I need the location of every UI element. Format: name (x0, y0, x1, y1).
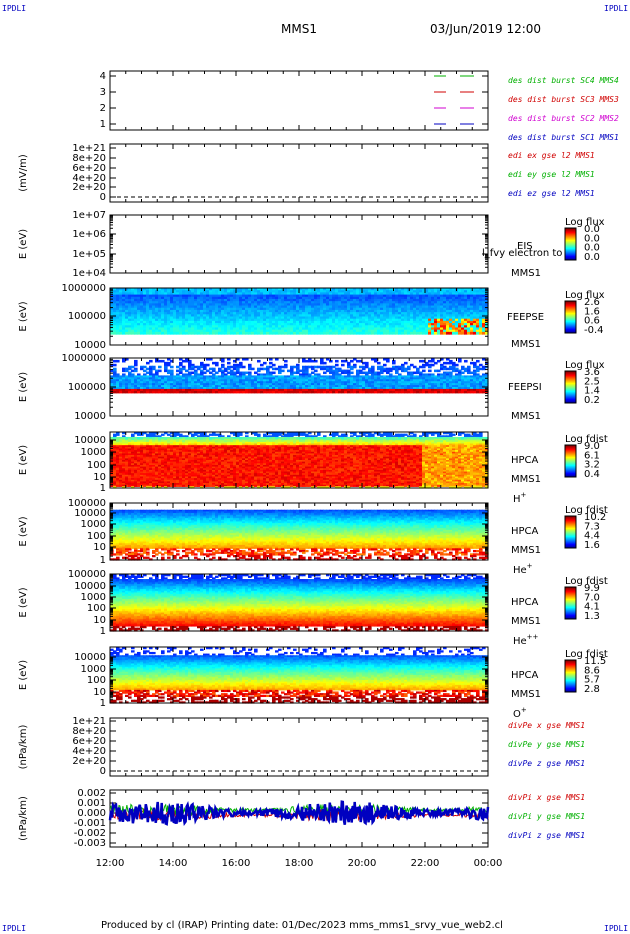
feepse-panel-ytick-label: 10000 (74, 340, 106, 351)
eis-panel-ytick-label: 1e+05 (72, 249, 106, 260)
feepsi-cell (221, 360, 225, 363)
feepsi-cell (227, 362, 231, 365)
feepsi-cell (284, 360, 288, 363)
feepse-panel-ytick-label: 100000 (68, 311, 106, 322)
feepsi-cell (251, 368, 255, 371)
eis-mission: MMS1 (511, 268, 541, 279)
feepse-cells (110, 288, 489, 335)
burst-panel (110, 71, 488, 130)
eis-panel (110, 215, 488, 273)
feepsi-cell (377, 362, 381, 365)
feepsi-cell (263, 362, 267, 365)
feepsi-cell (314, 370, 318, 373)
feepsi-cell (242, 366, 246, 369)
feepsi-cell (392, 362, 396, 365)
feepsi-cell (323, 362, 327, 365)
edi-panel (110, 144, 488, 202)
feepsi-cell (341, 364, 345, 367)
eis-panel-ytick-label: 1e+04 (72, 268, 106, 279)
feepsi-cell (116, 360, 120, 363)
feepsi-panel-ytick-label: 1000000 (61, 353, 106, 364)
feepsi-cell (404, 362, 408, 365)
feepsi-panel-ytick-label: 100000 (68, 382, 106, 393)
feepsi-cell (422, 370, 426, 373)
burst-panel-legend: des dist burst SC2 MMS2 (508, 114, 619, 123)
feepsi-colorbar-tick: 0.2 (584, 395, 600, 406)
feepsi-cell (158, 366, 162, 369)
edi-panel-legend: edi ey gse l2 MMS1 (508, 170, 595, 179)
feepsi-cells (110, 358, 489, 393)
burst-panel-legend: des dist burst SC3 MMS3 (508, 95, 619, 104)
feepsi-cell (284, 366, 288, 369)
feepsi-cell (383, 364, 387, 367)
feepsi-cell (257, 360, 261, 363)
eis-ylabel: E (eV) (18, 229, 29, 259)
feepsi-cell (158, 370, 162, 373)
eis-colorbar-tick: 0.0 (584, 252, 600, 263)
feepsi-cell (455, 364, 459, 367)
feepsi-cell (215, 364, 219, 367)
feepsi-name: FEEPSI (508, 382, 542, 393)
feepsi-cell (113, 364, 117, 367)
feepse-colorbar-tick: -0.4 (584, 325, 604, 336)
feepsi-cell (170, 366, 174, 369)
feepsi-panel-ytick-label: 10000 (74, 411, 106, 422)
feepse-panel-ytick-label: 1000000 (61, 283, 106, 294)
feepsi-cell (134, 364, 138, 367)
feepsi-cell (149, 360, 153, 363)
feepsi-cell (353, 366, 357, 369)
burst-panel-legend: des dist burst SC4 MMS4 (508, 76, 619, 85)
feepsi-cell (281, 370, 285, 373)
feepsi-mission: MMS1 (511, 411, 541, 422)
feepse-ylabel: E (eV) (18, 301, 29, 331)
feepsi-cell (386, 360, 390, 363)
feepsi-cell (134, 370, 138, 373)
feepsi-cell (458, 360, 462, 363)
burst-panel-ytick-label: 4 (100, 71, 106, 82)
feepsi-cell (272, 372, 276, 375)
feepsi-cell (272, 364, 276, 367)
feepsi-cell (428, 370, 432, 373)
feepse-mission: MMS1 (511, 339, 541, 350)
eis-overlay-text: l_fvy electron to (482, 248, 562, 259)
feepsi-cell (407, 368, 411, 371)
edi-panel-legend: edi ez gse l2 MMS1 (508, 189, 595, 198)
feepsi-cell (335, 360, 339, 363)
feepsi-cell (464, 360, 468, 363)
eis-panel-ytick-label: 1e+06 (72, 229, 106, 240)
edi-panel-legend: edi ex gse l2 MMS1 (508, 151, 595, 160)
feepsi-cell (206, 364, 210, 367)
burst-panel-legend: des dist burst SC1 MMS1 (508, 133, 619, 142)
feepse-name: FEEPSE (507, 312, 544, 323)
feepsi-cell (476, 360, 480, 363)
feepsi-cell (350, 372, 354, 375)
summary-plot: 4 3 2 1 des dist burst SC4 MMS4 des dist burs… (0, 0, 630, 934)
feepsi-cell (335, 364, 339, 367)
feepsi-ylabel: E (eV) (18, 372, 29, 402)
hpca-h-cell (116, 434, 120, 436)
burst-panel-ytick-label: 3 (100, 87, 106, 98)
hpca-h-cells (110, 432, 489, 489)
burst-panel-ytick-label: 1 (100, 119, 106, 130)
edi-panel-ytick-label: 0 (100, 192, 106, 203)
eis-panel-ytick-label: 1e+07 (72, 210, 106, 221)
burst-panel-ytick-label: 2 (100, 103, 106, 114)
edi-ylabel: (mV/m) (18, 154, 29, 192)
